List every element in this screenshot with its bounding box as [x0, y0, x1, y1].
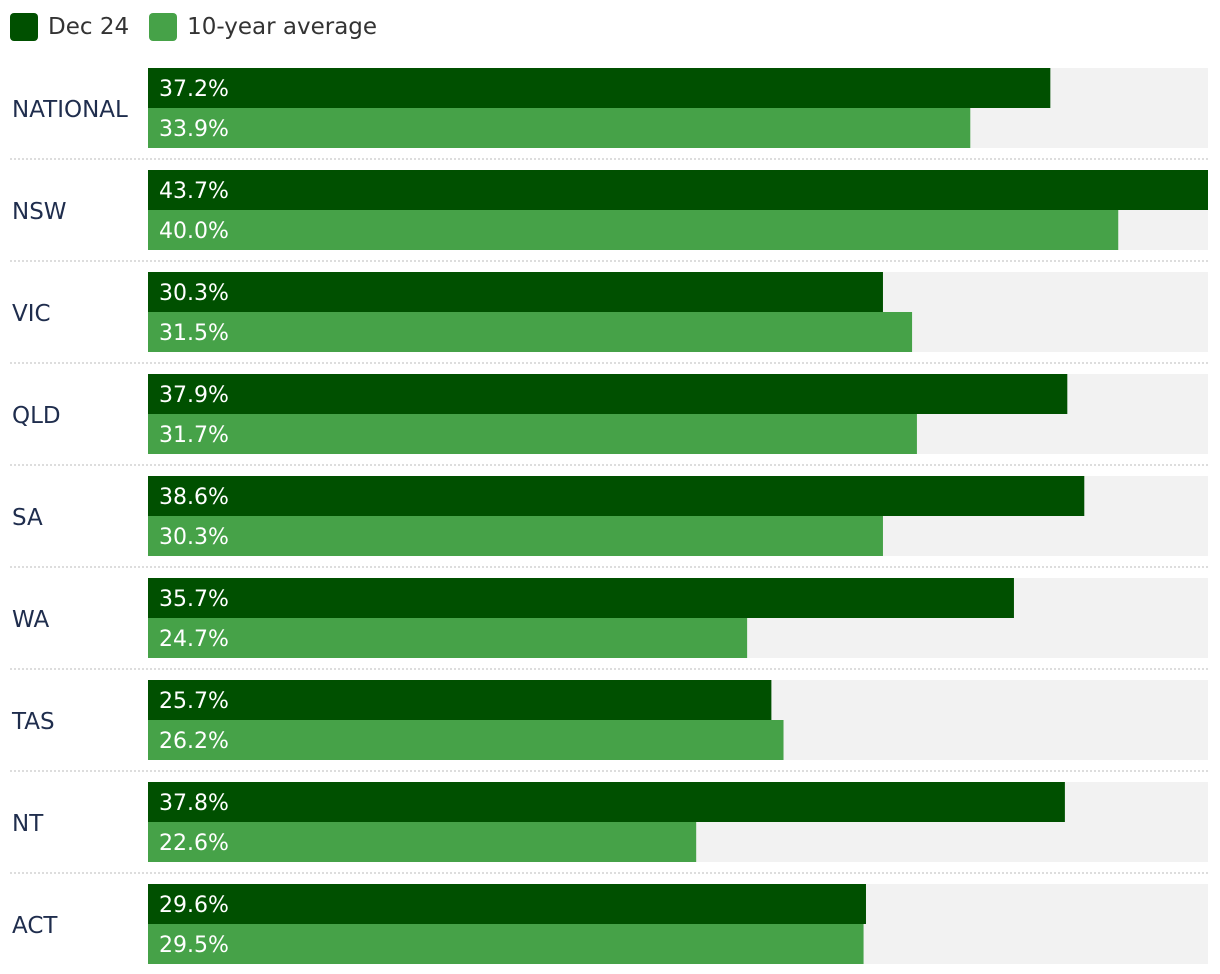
bar-value-label-nt-dec24: 37.8%	[159, 791, 229, 816]
bar-value-label-national-10yr-average: 33.9%	[159, 117, 229, 142]
legend-swatch-10yr-average	[149, 13, 178, 41]
bar-wa-dec24	[148, 578, 1014, 618]
bar-wa-10yr-average	[148, 618, 748, 658]
bar-vic-dec24	[148, 272, 883, 312]
bar-tas-10yr-average	[148, 720, 784, 760]
legend-item-10yr-average[interactable]: 10-year average	[149, 13, 377, 41]
bar-qld-dec24	[148, 374, 1068, 414]
bar-nsw-dec24	[148, 170, 1208, 210]
bar-value-label-nt-10yr-average: 22.6%	[159, 831, 229, 856]
bar-value-label-tas-10yr-average: 26.2%	[159, 729, 229, 754]
bar-value-label-tas-dec24: 25.7%	[159, 689, 229, 714]
legend-label-dec24: Dec 24	[48, 14, 130, 40]
bar-sa-10yr-average	[148, 516, 883, 556]
category-label-qld: QLD	[12, 403, 61, 429]
bar-value-label-act-dec24: 29.6%	[159, 893, 229, 918]
bar-nt-dec24	[148, 782, 1065, 822]
category-label-nsw: NSW	[12, 199, 67, 225]
bar-vic-10yr-average	[148, 312, 913, 352]
bar-value-label-sa-dec24: 38.6%	[159, 485, 229, 510]
bar-nt-10yr-average	[148, 822, 697, 862]
category-label-vic: VIC	[12, 301, 51, 327]
category-label-national: NATIONAL	[12, 97, 128, 123]
category-label-tas: TAS	[11, 709, 55, 735]
bar-national-dec24	[148, 68, 1051, 108]
bar-value-label-nsw-10yr-average: 40.0%	[159, 219, 229, 244]
bar-value-label-qld-10yr-average: 31.7%	[159, 423, 229, 448]
category-label-act: ACT	[12, 913, 58, 939]
category-label-sa: SA	[12, 505, 43, 531]
legend-label-10yr-average: 10-year average	[187, 14, 378, 40]
bar-value-label-vic-dec24: 30.3%	[159, 281, 229, 306]
bar-value-label-wa-10yr-average: 24.7%	[159, 627, 229, 652]
bar-act-10yr-average	[148, 924, 864, 964]
bar-value-label-act-10yr-average: 29.5%	[159, 933, 229, 958]
bar-value-label-national-dec24: 37.2%	[159, 77, 229, 102]
bar-tas-dec24	[148, 680, 772, 720]
bar-value-label-vic-10yr-average: 31.5%	[159, 321, 229, 346]
legend-item-dec24[interactable]: Dec 24	[10, 13, 129, 41]
bar-value-label-nsw-dec24: 43.7%	[159, 179, 229, 204]
legend: Dec 24 10-year average	[10, 12, 397, 42]
legend-swatch-dec24	[10, 13, 38, 41]
bar-value-label-sa-10yr-average: 30.3%	[159, 525, 229, 550]
category-label-nt: NT	[12, 811, 44, 837]
bar-value-label-qld-dec24: 37.9%	[159, 383, 229, 408]
bar-value-label-wa-dec24: 35.7%	[159, 587, 229, 612]
bar-act-dec24	[148, 884, 866, 924]
bar-sa-dec24	[148, 476, 1085, 516]
category-label-wa: WA	[12, 607, 49, 633]
bar-nsw-10yr-average	[148, 210, 1119, 250]
bar-qld-10yr-average	[148, 414, 917, 454]
bar-national-10yr-average	[148, 108, 971, 148]
